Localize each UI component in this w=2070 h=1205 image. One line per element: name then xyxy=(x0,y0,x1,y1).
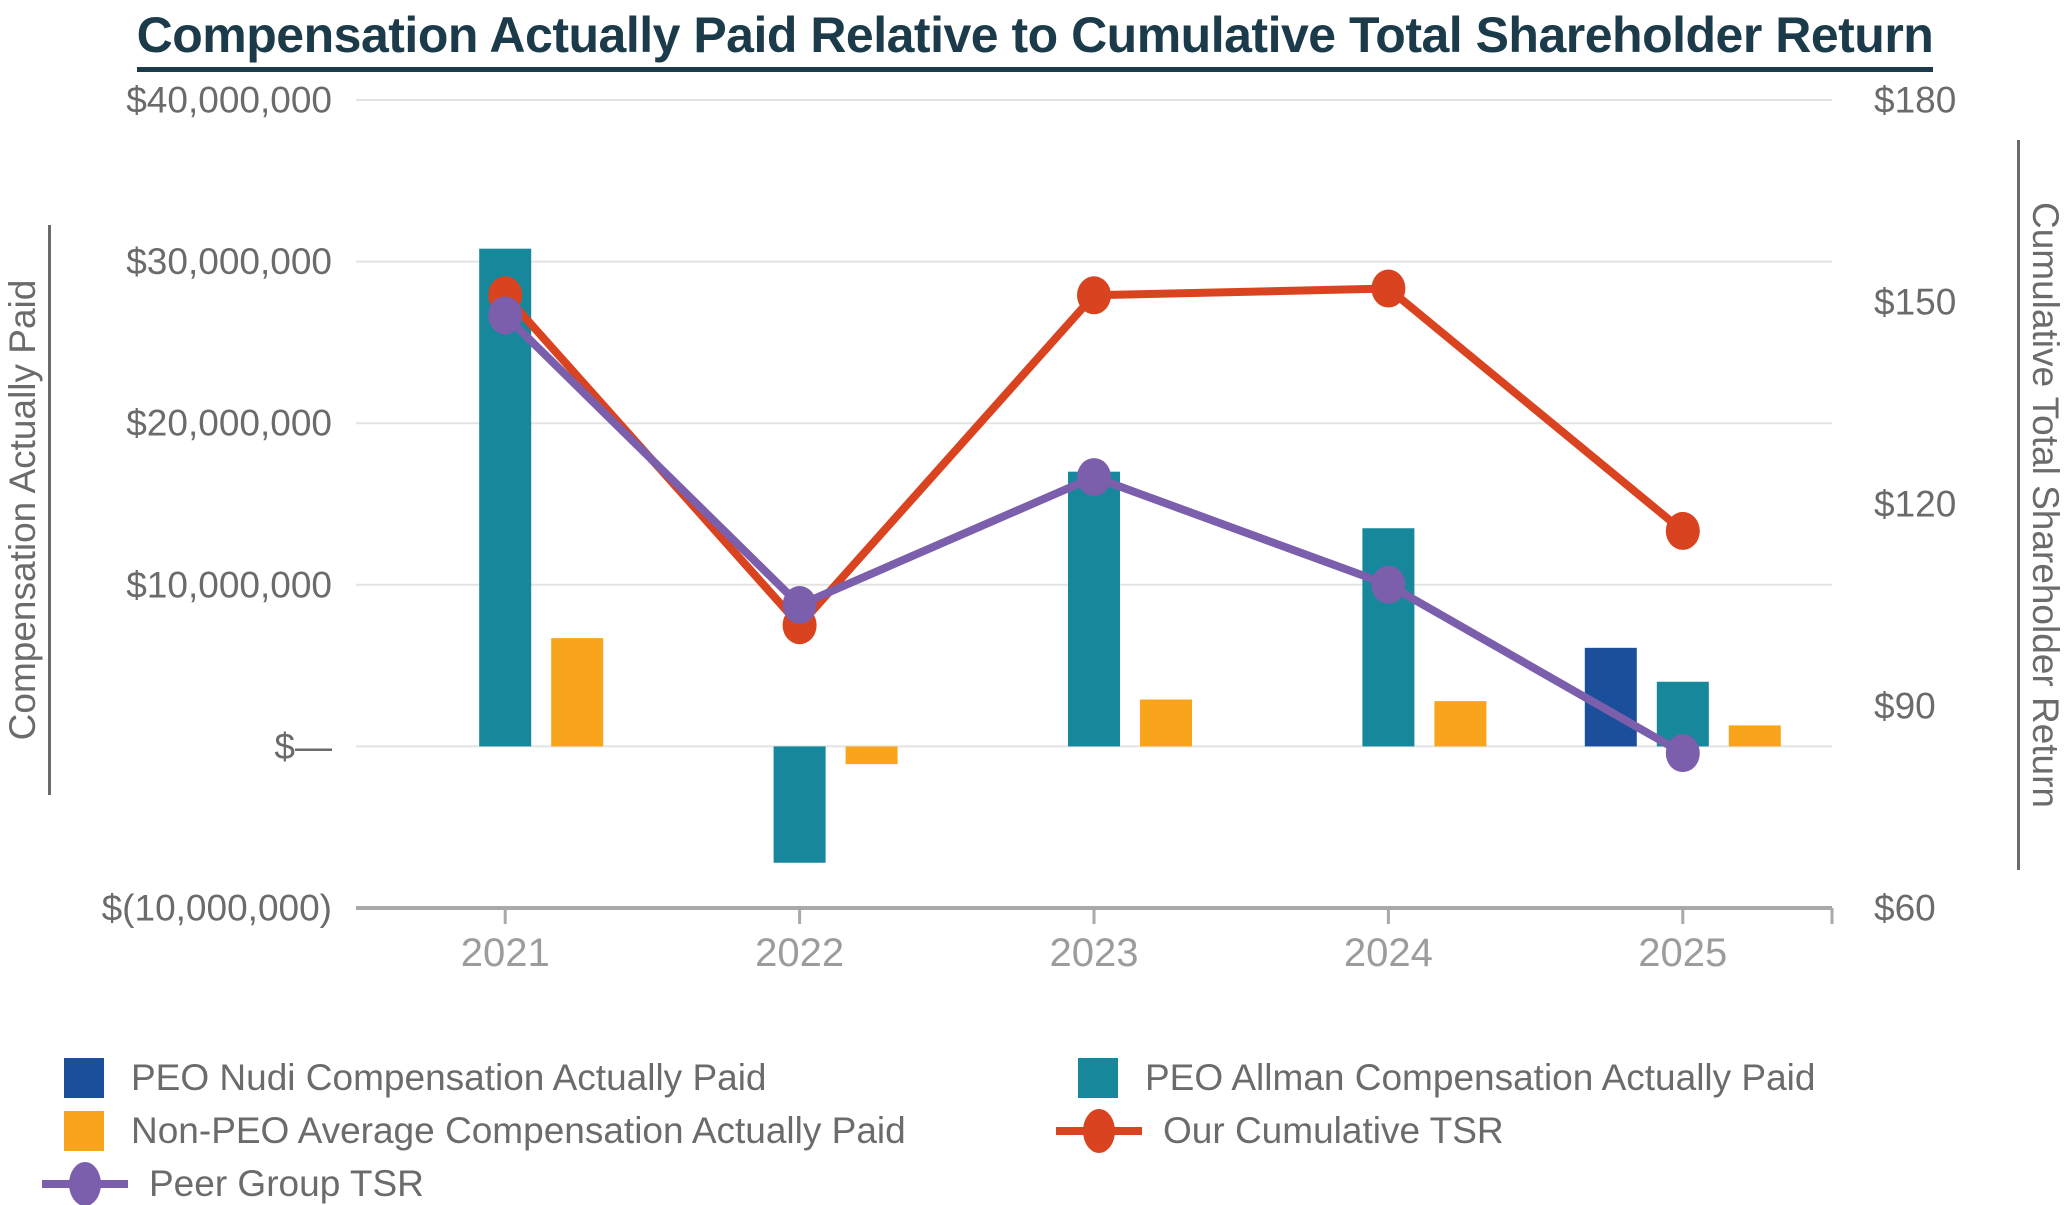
right-tick-label-60: $60 xyxy=(1874,888,1936,929)
year-label-2024: 2024 xyxy=(1344,931,1433,975)
year-label-2022: 2022 xyxy=(755,931,844,975)
bar-non-peo-average-2024 xyxy=(1434,701,1487,747)
legend-item-peo-nudi: PEO Nudi Compensation Actually Paid xyxy=(64,1054,767,1102)
bar-peo-nudi-2025 xyxy=(1584,647,1637,747)
dot-peer-group-tsr-2025 xyxy=(1665,734,1700,773)
year-label-2023: 2023 xyxy=(1050,931,1139,975)
dot-our-cumulative-tsr-2023 xyxy=(1077,276,1111,315)
bar-peo-allman-2023 xyxy=(1068,471,1120,747)
legend-label: Peer Group TSR xyxy=(149,1163,424,1204)
legend-label: PEO Allman Compensation Actually Paid xyxy=(1145,1057,1816,1098)
legend-item-peer-group-tsr: Peer Group TSR xyxy=(42,1160,424,1205)
legend-marker-dot xyxy=(1083,1109,1115,1153)
legend-line-dot-marker-peer-group-tsr xyxy=(42,1160,128,1205)
dot-peer-group-tsr-2022 xyxy=(782,586,817,624)
dot-peer-group-tsr-2023 xyxy=(1077,458,1111,497)
legend-marker-dot xyxy=(69,1162,101,1205)
legend-line-dot-marker-our-cumulative-tsr xyxy=(1056,1107,1142,1155)
left-tick-label-10000000: $10,000,000 xyxy=(126,564,332,605)
dot-our-cumulative-tsr-2025 xyxy=(1665,511,1700,550)
left-tick-label-30000000: $30,000,000 xyxy=(126,241,332,282)
right-tick-label-90: $90 xyxy=(1874,686,1936,727)
year-label-2021: 2021 xyxy=(461,931,550,975)
left-tick-label--10000000: $(10,000,000) xyxy=(102,888,332,929)
dot-peer-group-tsr-2021 xyxy=(488,296,523,335)
legend-item-non-peo-average: Non-PEO Average Compensation Actually Pa… xyxy=(64,1107,906,1155)
chart-title: Compensation Actually Paid Relative to C… xyxy=(136,6,1934,72)
left-tick-label-40000000: $40,000,000 xyxy=(126,80,332,121)
right-tick-label-180: $180 xyxy=(1874,80,1956,121)
legend-swatch-peo-nudi xyxy=(64,1058,104,1098)
bar-non-peo-average-2025 xyxy=(1728,725,1781,747)
bar-non-peo-average-2022 xyxy=(845,746,898,765)
right-tick-label-150: $150 xyxy=(1874,282,1956,323)
dot-our-cumulative-tsr-2024 xyxy=(1371,269,1406,308)
bar-non-peo-average-2023 xyxy=(1140,699,1192,747)
legend-label: PEO Nudi Compensation Actually Paid xyxy=(131,1057,767,1098)
left-tick-label-0: $— xyxy=(274,726,332,767)
legend-item-peo-allman: PEO Allman Compensation Actually Paid xyxy=(1078,1054,1815,1102)
dot-peer-group-tsr-2024 xyxy=(1371,565,1406,604)
year-label-2025: 2025 xyxy=(1638,931,1727,975)
legend-swatch-peo-allman xyxy=(1078,1058,1118,1098)
title-wrap: Compensation Actually Paid Relative to C… xyxy=(0,6,2070,72)
legend-label: Non-PEO Average Compensation Actually Pa… xyxy=(131,1110,906,1151)
legend-item-our-cumulative-tsr: Our Cumulative TSR xyxy=(1056,1107,1504,1155)
left-tick-label-20000000: $20,000,000 xyxy=(126,403,332,444)
right-tick-label-120: $120 xyxy=(1874,484,1956,525)
bar-peo-allman-2022 xyxy=(773,746,826,863)
bar-non-peo-average-2021 xyxy=(551,638,604,747)
legend-label: Our Cumulative TSR xyxy=(1163,1110,1504,1151)
legend-swatch-non-peo-average xyxy=(64,1111,104,1151)
bar-peo-allman-2024 xyxy=(1362,528,1415,747)
